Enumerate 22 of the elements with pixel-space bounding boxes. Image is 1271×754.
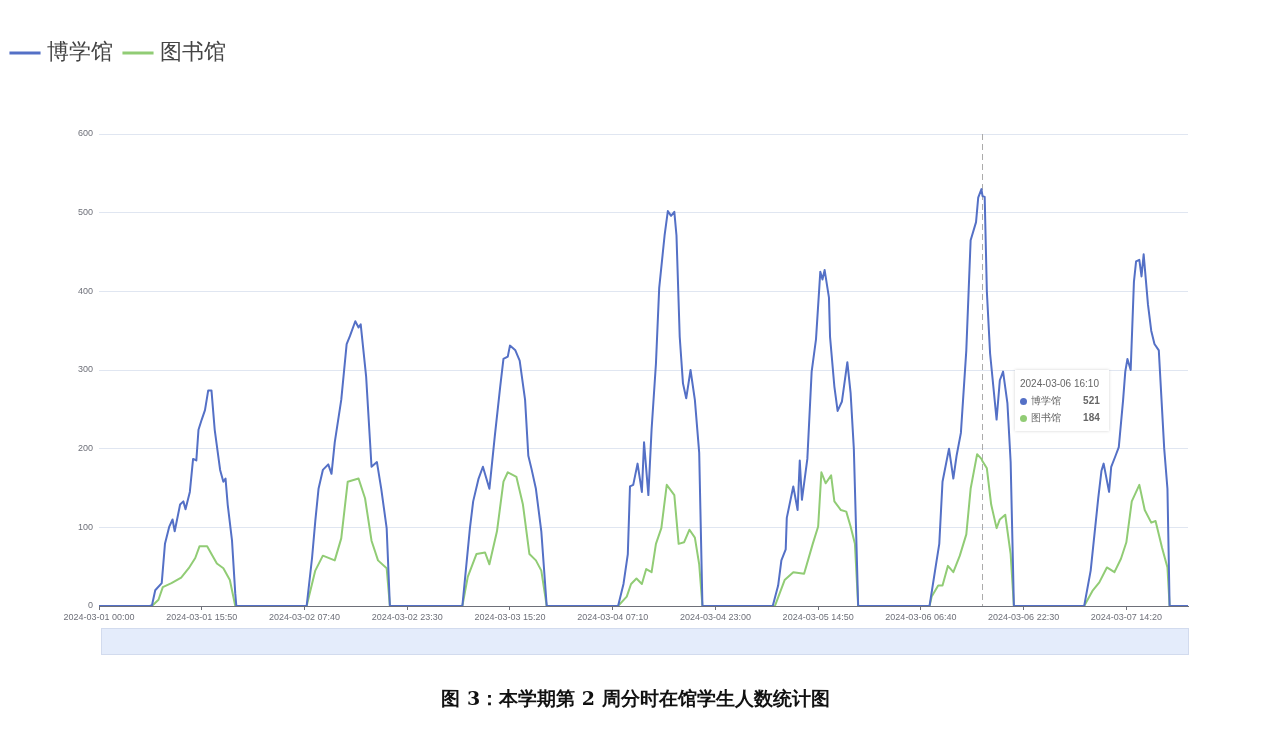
x-tick-label: 2024-03-07 14:20: [1090, 611, 1162, 622]
x-tick-label: 2024-03-01 15:50: [166, 611, 238, 622]
x-tick-label: 2024-03-03 15:20: [474, 611, 546, 622]
y-tick-label: 0: [87, 600, 93, 611]
y-tick-label: 200: [77, 443, 93, 454]
y-tick-label: 100: [77, 521, 93, 532]
x-tick-label: 2024-03-05 14:50: [782, 611, 854, 622]
x-tick-label: 2024-03-06 06:40: [885, 611, 957, 622]
x-tick-label: 2024-03-02 23:30: [371, 611, 443, 622]
x-tick-label: 2024-03-04 07:10: [577, 611, 649, 622]
x-tick-label: 2024-03-06 22:30: [988, 611, 1060, 622]
tooltip-box: 2024-03-06 16:10 博学馆 521 图书馆 184: [1015, 370, 1109, 431]
y-tick-label: 600: [77, 128, 93, 139]
legend-label: 图书馆: [160, 38, 226, 64]
x-tick-label: 2024-03-01 00:00: [63, 611, 135, 622]
y-tick-label: 500: [77, 207, 93, 218]
x-tick-label: 2024-03-02 07:40: [268, 611, 340, 622]
legend-label: 博学馆: [47, 38, 113, 64]
text: 图 3：本学期第 2 周分时在馆学生人数统计图: [440, 686, 831, 711]
y-tick-label: 300: [77, 364, 93, 375]
y-tick-label: 400: [77, 285, 93, 296]
x-tick-label: 2024-03-04 23:00: [679, 611, 751, 622]
